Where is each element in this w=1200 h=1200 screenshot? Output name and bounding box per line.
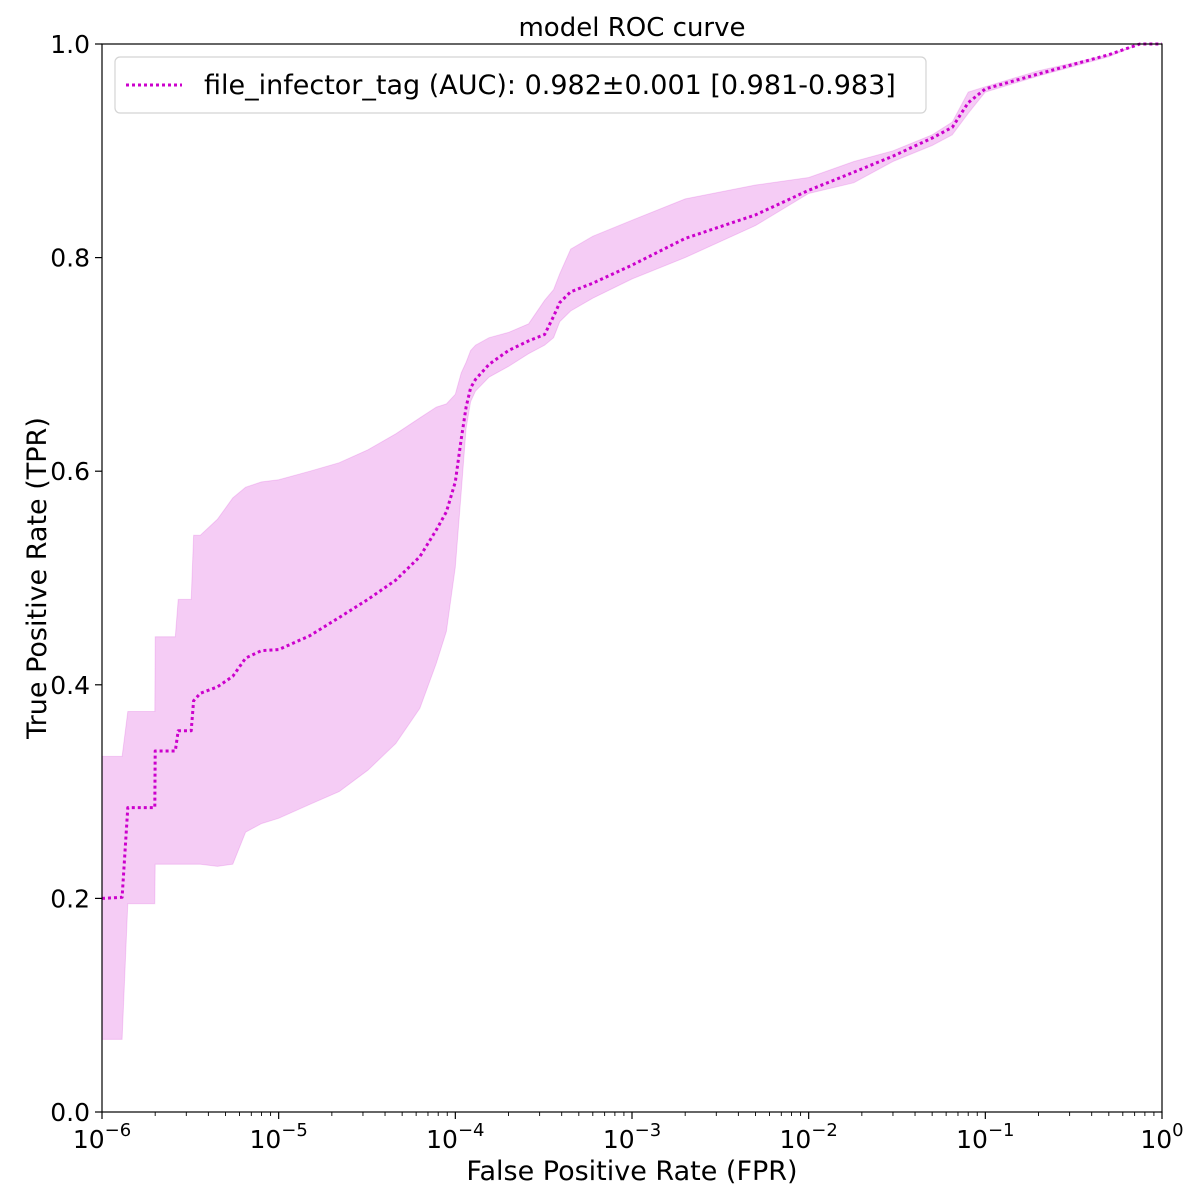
x-tick-exponent: −2 [811,1120,838,1141]
axes: 10−6 10−5 10−4 10−3 10−2 10−1 1000.00.20.40.60… [50,30,1183,1154]
x-tick-label: 10−3 [603,1120,661,1154]
y-tick-label: 0.6 [50,457,90,486]
x-tick-base: 10 [73,1125,105,1154]
x-tick-label: 10−4 [426,1120,484,1154]
x-tick-exponent: −5 [281,1120,308,1141]
y-tick-label: 0.2 [50,884,90,913]
x-tick-label: 10−1 [956,1120,1014,1154]
x-tick-base: 10 [1140,1125,1172,1154]
x-tick-base: 10 [426,1125,458,1154]
x-tick-label: 100 [1140,1120,1183,1154]
legend-label: file_infector_tag (AUC): 0.982±0.001 [0.… [204,70,896,101]
x-tick-exponent: −4 [458,1120,485,1141]
legend-box [114,56,927,114]
x-tick-exponent: −1 [988,1120,1015,1141]
x-tick-exponent: −6 [105,1120,132,1141]
y-tick-label: 0.8 [50,244,90,273]
y-axis-label: True Positive Rate (TPR) [22,417,53,740]
y-tick-label: 1.0 [50,30,90,59]
x-tick-label: 10−6 [73,1120,131,1154]
y-tick-label: 0.4 [50,671,90,700]
x-tick-exponent: 0 [1172,1120,1183,1141]
chart-title: model ROC curve [518,13,745,43]
x-tick-label: 10−5 [249,1120,307,1154]
x-tick-base: 10 [603,1125,635,1154]
x-tick-base: 10 [779,1125,811,1154]
x-tick-base: 10 [956,1125,988,1154]
roc-curve-line [101,42,1162,900]
y-tick-label: 0.0 [50,1098,90,1127]
x-tick-label: 10−2 [779,1120,837,1154]
x-axis-label: False Positive Rate (FPR) [466,1156,797,1187]
x-tick-exponent: −3 [635,1120,662,1141]
legend: file_infector_tag (AUC): 0.982±0.001 [0.… [114,56,927,114]
x-tick-base: 10 [249,1125,281,1154]
